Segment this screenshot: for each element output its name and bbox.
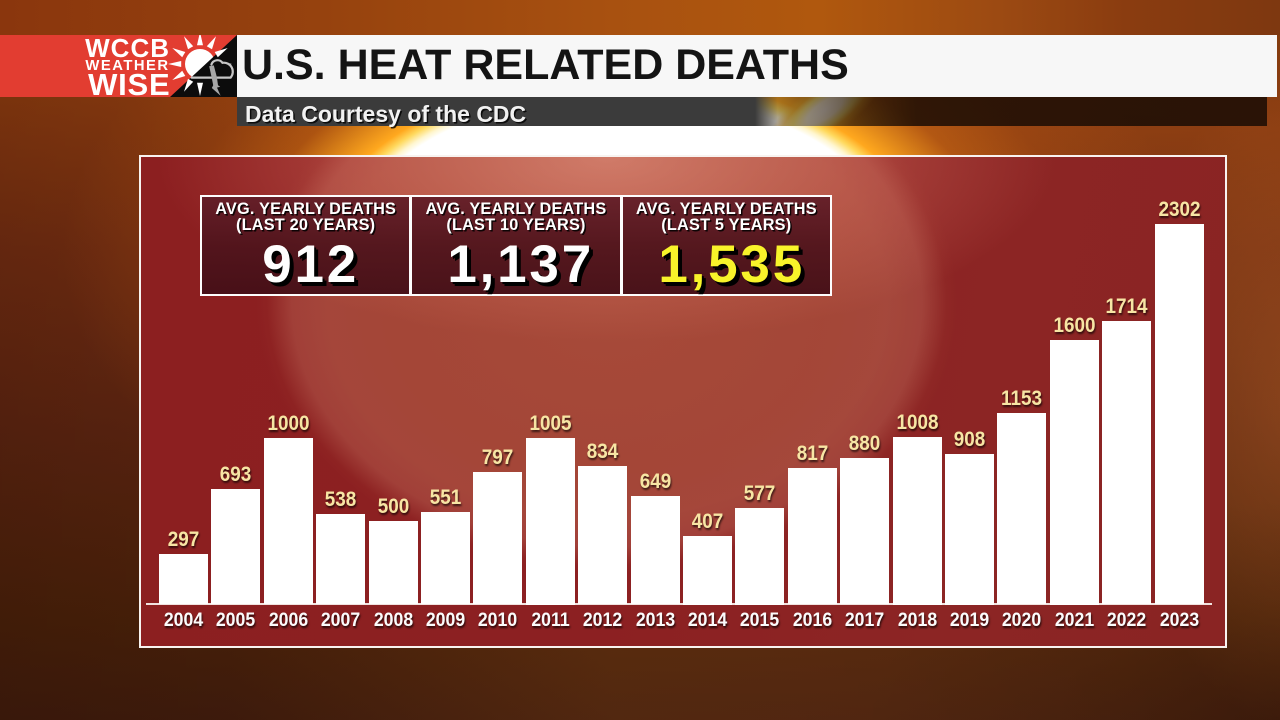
svg-text:WISE: WISE [88, 67, 170, 99]
svg-text:WEATHER: WEATHER [85, 58, 169, 74]
svg-text:WCCB: WCCB [85, 35, 170, 63]
